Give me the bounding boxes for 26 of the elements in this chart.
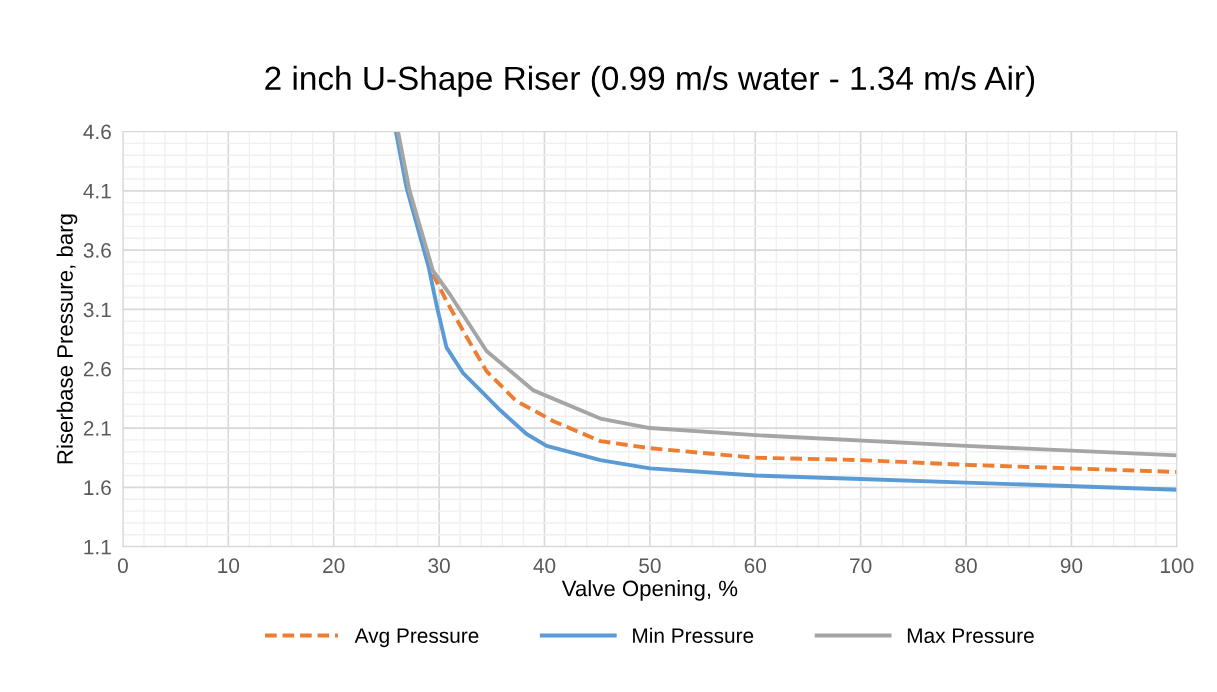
x-tick-label: 40 (533, 558, 556, 574)
y-tick-label: 1.6 (84, 480, 111, 496)
y-tick-label: 4.1 (83, 184, 111, 199)
chart-title: 2 inch U-Shape Riser (0.99 m/s water - 1.34 m/s Air) (265, 65, 1035, 97)
x-tick-label: 50 (639, 558, 661, 574)
legend-label: Max Pressure (907, 628, 1034, 644)
x-tick-label: 100 (1161, 558, 1194, 574)
y-tick-label: 2.1 (83, 421, 111, 436)
y-axis-title: Riserbase Pressure, barg (56, 214, 78, 464)
y-tick-label: 3.1 (83, 302, 111, 318)
x-tick-label: 20 (323, 558, 345, 574)
y-tick-label: 4.6 (83, 124, 111, 140)
x-tick-label: 80 (955, 558, 977, 574)
x-tick-label: 30 (428, 558, 450, 574)
x-tick-label: 10 (218, 558, 240, 574)
x-tick-label: 70 (850, 558, 872, 574)
line-series (430, 271, 1177, 474)
legend-label: Avg Pressure (354, 628, 479, 648)
legend-label: Min Pressure (633, 627, 754, 644)
x-tick-label: 60 (744, 558, 767, 574)
x-axis-title: Valve Opening, % (561, 579, 738, 601)
y-tick-label: 1.1 (84, 539, 111, 555)
x-tick-label: 90 (1060, 558, 1083, 574)
y-tick-label: 3.6 (83, 243, 111, 258)
x-tick-label: 0 (117, 558, 128, 574)
y-tick-label: 2.6 (83, 361, 111, 377)
